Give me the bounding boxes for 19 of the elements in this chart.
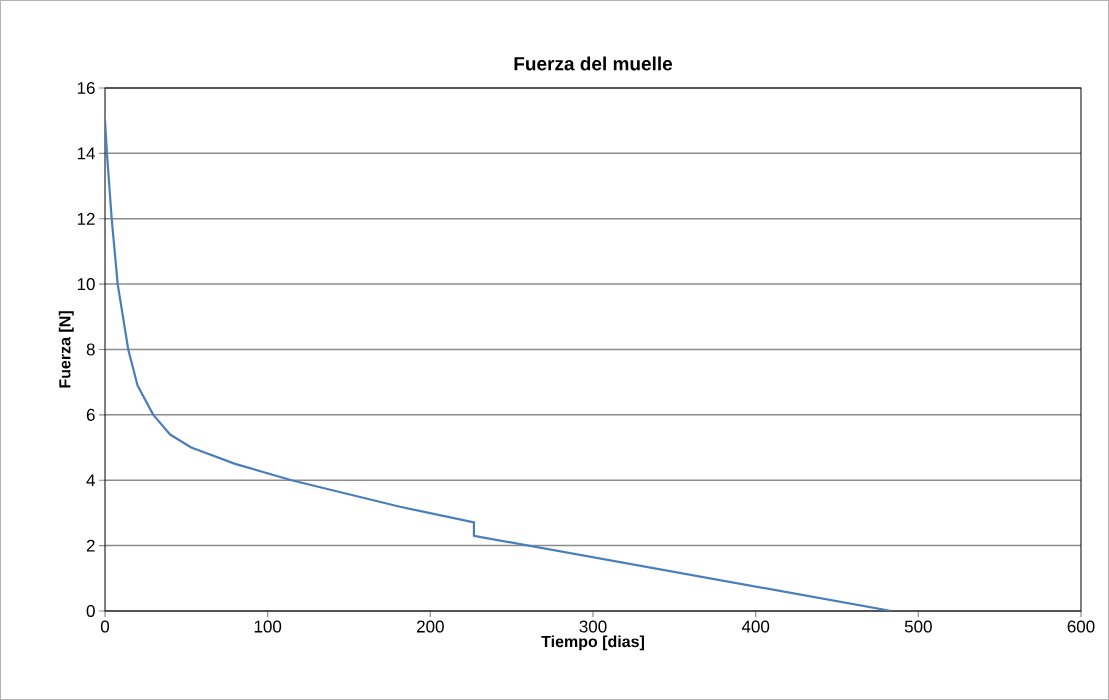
x-tick-label: 400 [741,620,770,633]
y-tick-label: 10 [77,278,95,291]
y-tick-label: 2 [86,539,95,552]
y-tick-label: 12 [77,212,95,225]
x-tick-label: 300 [579,620,607,633]
y-tick-label: 6 [86,408,95,421]
y-tick-label: 14 [77,147,95,160]
x-tick-label: 100 [254,620,282,633]
x-axis-title: Tiempo [dias] [541,635,644,651]
y-tick-label: 0 [86,604,95,618]
y-tick-label: 8 [86,343,95,356]
x-tick-label: 500 [904,620,932,633]
chart-title: Fuerza del muelle [514,56,673,71]
x-tick-label: 0 [100,620,110,633]
y-axis-title: Fuerza [N] [58,311,74,388]
x-tick-label: 600 [1067,620,1095,633]
y-tick-label: 4 [86,474,95,487]
y-tick-label: 16 [77,81,95,95]
x-tick-label: 200 [417,620,444,633]
